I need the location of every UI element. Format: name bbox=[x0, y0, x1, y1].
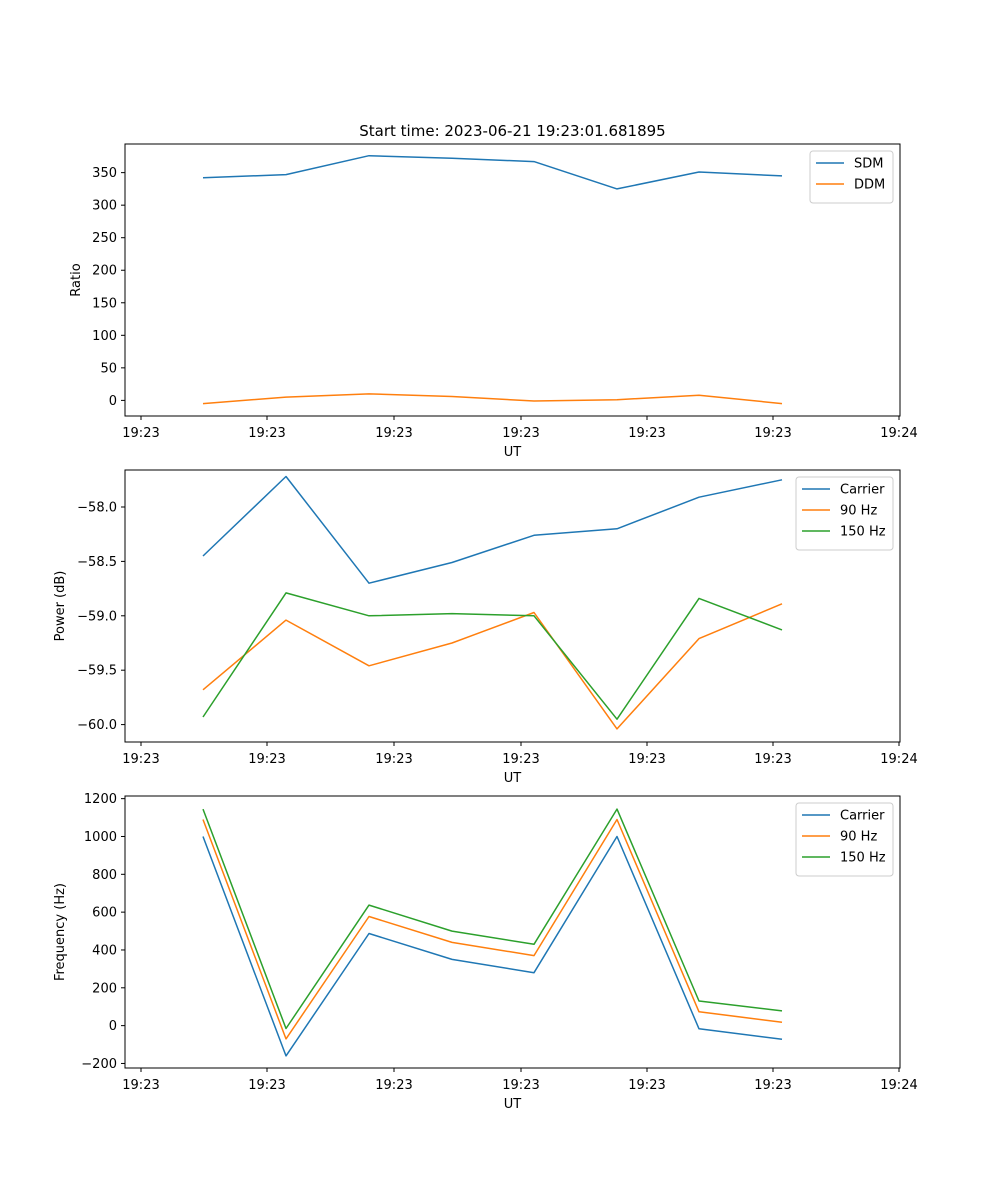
series-line-sdm bbox=[202, 154, 783, 190]
y-tick-label: 350 bbox=[92, 166, 117, 181]
series-line-carrier bbox=[202, 475, 783, 584]
y-tick-label: −58.5 bbox=[77, 555, 117, 570]
y-tick-label: −58.0 bbox=[77, 500, 117, 515]
x-tick-label: 19:23 bbox=[248, 1078, 285, 1093]
x-tick-label: 19:23 bbox=[754, 752, 791, 767]
legend-entry: 150 Hz bbox=[840, 851, 886, 866]
series-line-150-hz bbox=[202, 592, 783, 720]
legend-entry: 150 Hz bbox=[840, 525, 886, 540]
x-tick-label: 19:23 bbox=[628, 752, 665, 767]
plot-frame bbox=[124, 143, 901, 417]
series-line-90-hz bbox=[202, 603, 783, 730]
y-axis-label: Power (dB) bbox=[53, 571, 68, 642]
legend-entry: 90 Hz bbox=[840, 504, 877, 519]
x-tick-label: 19:23 bbox=[375, 426, 412, 441]
y-tick-label: 150 bbox=[92, 296, 117, 311]
x-tick-label: 19:23 bbox=[375, 1078, 412, 1093]
y-tick-label: 50 bbox=[100, 361, 117, 376]
x-tick-label: 19:23 bbox=[502, 1078, 539, 1093]
y-tick-label: 300 bbox=[92, 199, 117, 214]
legend-entry: Carrier bbox=[840, 809, 885, 824]
x-tick-label: 19:23 bbox=[122, 426, 159, 441]
series-line-90-hz bbox=[202, 818, 783, 1040]
legend-box bbox=[809, 150, 894, 204]
y-tick-label: −59.0 bbox=[77, 609, 117, 624]
x-tick-label: 19:23 bbox=[628, 426, 665, 441]
x-tick-label: 19:23 bbox=[248, 426, 285, 441]
y-tick-label: −59.5 bbox=[77, 664, 117, 679]
series-line-ddm bbox=[202, 393, 783, 405]
y-tick-label: 1200 bbox=[84, 792, 117, 807]
y-tick-label: 0 bbox=[109, 394, 117, 409]
frequency-panel: 19:23 19:23 19:23 19:23 19:23 19:23 19:24 −200 0… bbox=[53, 792, 918, 1112]
y-tick-label: 200 bbox=[92, 264, 117, 279]
x-tick-label: 19:23 bbox=[502, 426, 539, 441]
x-axis-label: UT bbox=[504, 445, 522, 460]
y-tick-label: 800 bbox=[92, 868, 117, 883]
figure-title: Start time: 2023-06-21 19:23:01.681895 bbox=[359, 122, 665, 140]
power-panel: 19:23 19:23 19:23 19:23 19:23 19:23 19:24 −60.0… bbox=[53, 469, 918, 786]
x-axis-label: UT bbox=[504, 1097, 522, 1112]
x-tick-label: 19:23 bbox=[248, 752, 285, 767]
x-tick-label: 19:23 bbox=[754, 1078, 791, 1093]
y-tick-label: 250 bbox=[92, 231, 117, 246]
y-tick-label: −200 bbox=[81, 1057, 117, 1072]
x-tick-label: 19:23 bbox=[375, 752, 412, 767]
y-tick-label: 600 bbox=[92, 906, 117, 921]
x-tick-label: 19:24 bbox=[880, 1078, 917, 1093]
x-tick-label: 19:23 bbox=[628, 1078, 665, 1093]
y-tick-label: 400 bbox=[92, 943, 117, 958]
y-tick-label: 200 bbox=[92, 981, 117, 996]
y-axis-label: Frequency (Hz) bbox=[53, 883, 68, 981]
y-tick-label: −60.0 bbox=[77, 718, 117, 733]
y-tick-label: 100 bbox=[92, 329, 117, 344]
x-axis-label: UT bbox=[504, 771, 522, 786]
y-tick-label: 1000 bbox=[84, 830, 117, 845]
series-line-carrier bbox=[202, 835, 783, 1057]
x-tick-label: 19:23 bbox=[122, 1078, 159, 1093]
x-tick-label: 19:23 bbox=[754, 426, 791, 441]
y-axis-label: Ratio bbox=[69, 263, 84, 296]
plot-frame bbox=[124, 795, 901, 1069]
ratio-panel: 19:23 19:23 19:23 19:23 19:23 19:23 19:24 0 50 10… bbox=[69, 143, 918, 460]
y-tick-label: 0 bbox=[109, 1019, 117, 1034]
legend-entry: 90 Hz bbox=[840, 830, 877, 845]
legend-entry: SDM bbox=[854, 157, 883, 172]
series-line-150-hz bbox=[202, 808, 783, 1030]
plot-frame bbox=[124, 469, 901, 743]
legend-entry: Carrier bbox=[840, 483, 885, 498]
x-tick-label: 19:24 bbox=[880, 426, 917, 441]
legend-entry: DDM bbox=[854, 178, 885, 193]
x-tick-label: 19:23 bbox=[122, 752, 159, 767]
x-tick-label: 19:23 bbox=[502, 752, 539, 767]
x-tick-label: 19:24 bbox=[880, 752, 917, 767]
